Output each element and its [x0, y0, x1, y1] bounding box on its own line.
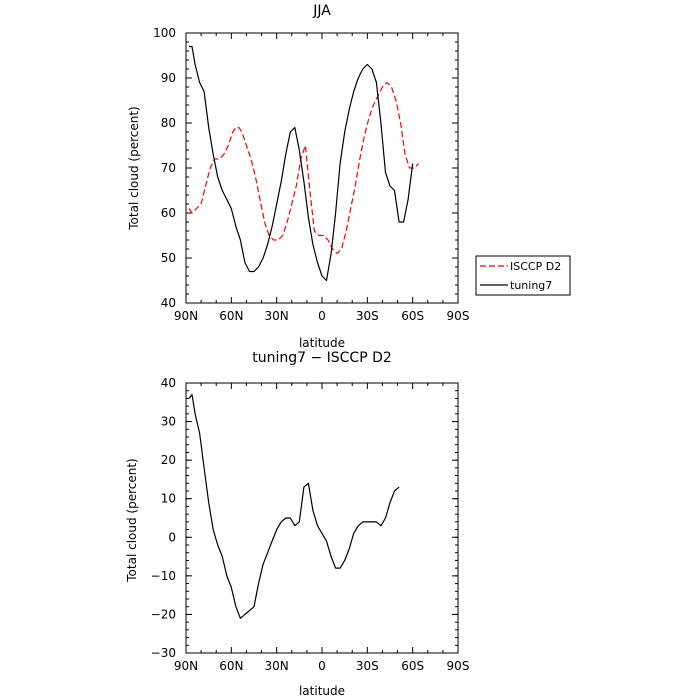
y-tick-label-top: 60 — [161, 206, 176, 220]
y-tick-label-bottom: 10 — [161, 492, 176, 506]
x-tick-label-top: 0 — [318, 309, 326, 323]
plot-frame-bottom — [185, 382, 459, 654]
x-tick-label-top: 90S — [447, 309, 470, 323]
chart-title-top: JJA — [312, 3, 331, 19]
y-tick-label-bottom: 40 — [161, 376, 176, 390]
legend-label-tuning7: tuning7 — [510, 279, 552, 292]
y-tick-label-top: 40 — [161, 296, 176, 310]
x-tick-label-top: 60N — [219, 309, 243, 323]
x-tick-label-bottom: 30N — [265, 659, 289, 673]
x-tick-label-bottom: 30S — [356, 659, 379, 673]
series-line-top-isccp-d2 — [188, 81, 420, 255]
legend-label-isccp: ISCCP D2 — [510, 260, 561, 273]
chart-title-bottom: tuning7 − ISCCP D2 — [252, 350, 392, 366]
y-tick-label-bottom: −10 — [151, 569, 176, 583]
y-tick-label-bottom: 0 — [168, 530, 176, 544]
y-tick-label-bottom: 30 — [161, 415, 176, 429]
y-tick-label-top: 80 — [161, 116, 176, 130]
series-line-top-tuning7 — [189, 45, 414, 282]
series-line-bottom-difference — [188, 394, 400, 619]
xlabel-top: latitude — [299, 336, 345, 350]
y-tick-label-top: 70 — [161, 161, 176, 175]
y-tick-label-bottom: −30 — [151, 646, 176, 660]
x-tick-label-bottom: 90N — [174, 659, 198, 673]
x-tick-label-bottom: 60S — [401, 659, 424, 673]
x-tick-label-top: 30N — [265, 309, 289, 323]
x-tick-label-top: 90N — [174, 309, 198, 323]
x-tick-label-bottom: 0 — [318, 659, 326, 673]
ylabel-bottom: Total cloud (percent) — [125, 458, 139, 582]
panel-bottom: tuning7 − ISCCP D2 Total cloud (percent)… — [125, 350, 469, 698]
x-tick-label-bottom: 90S — [447, 659, 470, 673]
legend-box — [475, 255, 571, 296]
plot-frame-top — [185, 32, 459, 304]
y-tick-label-bottom: −20 — [151, 607, 176, 621]
x-tick-label-top: 60S — [401, 309, 424, 323]
x-tick-label-bottom: 60N — [219, 659, 243, 673]
ylabel-top: Total cloud (percent) — [127, 106, 141, 230]
legend: ISCCP D2 tuning7 — [475, 255, 571, 296]
y-tick-label-top: 50 — [161, 251, 176, 265]
x-tick-label-top: 30S — [356, 309, 379, 323]
y-tick-label-top: 100 — [153, 26, 176, 40]
panel-top: JJA Total cloud (percent) latitude 90N 60… — [127, 3, 469, 350]
y-tick-label-top: 90 — [161, 71, 176, 85]
y-tick-label-bottom: 20 — [161, 453, 176, 467]
xlabel-bottom: latitude — [299, 684, 345, 698]
